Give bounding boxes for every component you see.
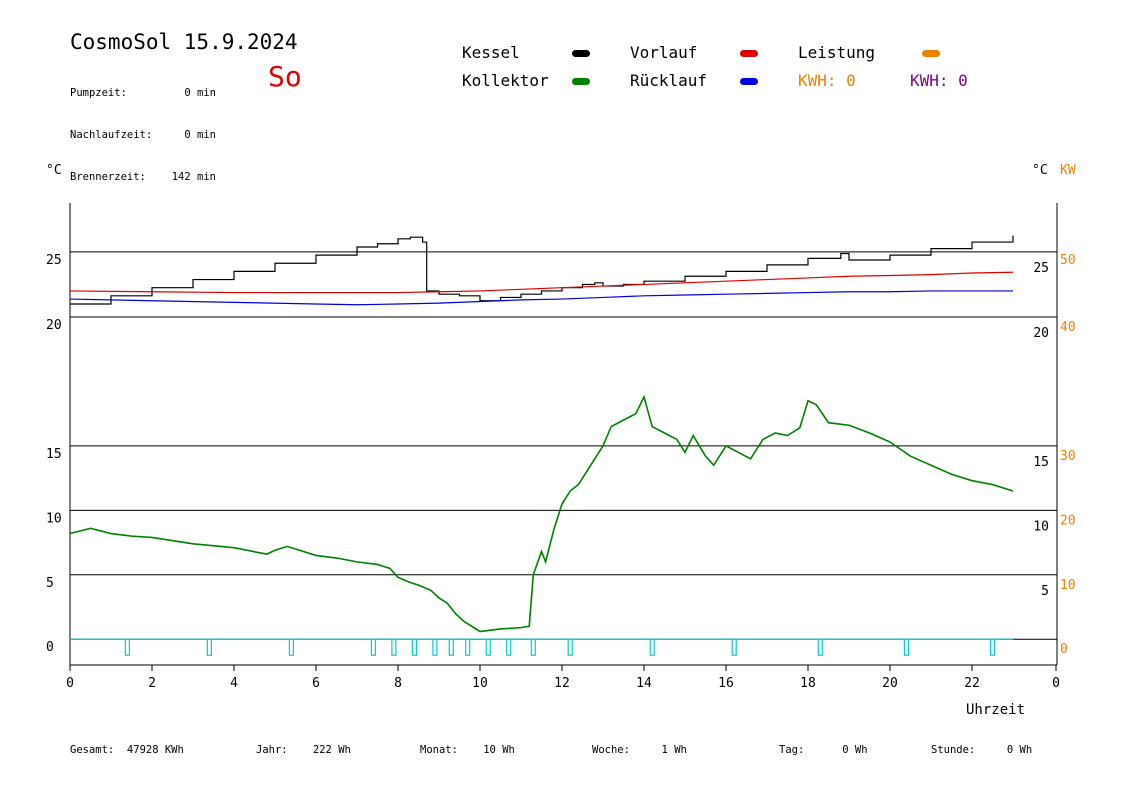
x-tick-label: 18 [800,676,816,691]
stat-nachlaufzeit: Nachlaufzeit: 0 min [70,129,216,141]
leistung-pulse [817,638,823,656]
x-tick-label: 8 [394,676,402,691]
kw-tick-label: 30 [1060,449,1076,464]
legend-ruecklauf-label: Rücklauf [630,71,708,90]
x-tick-label: 6 [312,676,320,691]
leistung-pulse [448,638,454,656]
stat-pumpzeit: Pumpzeit: 0 min [70,87,216,99]
legend-kessel-label: Kessel [462,43,520,62]
legend-kwh-orange: KWH: 0 [798,71,856,90]
right-tick-label: 10 [1033,519,1049,534]
left-tick-label: 15 [46,447,62,462]
leistung-pulse [432,638,438,656]
leistung-pulse [465,638,471,656]
x-tick-label: 16 [718,676,734,691]
x-tick-label: 12 [554,676,570,691]
kw-tick-label: 10 [1060,578,1076,593]
series-line-vorlauf [69,271,1014,294]
legend-kwh-purple: KWH: 0 [910,71,968,90]
stat-brennerzeit: Brennerzeit: 142 min [70,171,216,183]
leistung-pulse [411,638,417,656]
series-line-ruecklauf [69,290,1013,306]
x-tick-label: 14 [636,676,652,691]
legend-leistung-label: Leistung [798,43,876,62]
kw-tick-label: 50 [1060,253,1076,268]
legend-kollektor-swatch [572,78,590,85]
right-tick-label: 5 [1041,584,1049,599]
legend-leistung-swatch [922,50,940,57]
legend-kessel-swatch [572,50,590,57]
series-line-kollektor [69,394,1014,633]
x-axis-label: Uhrzeit [966,702,1025,718]
runtime-stats: Pumpzeit: 0 min Nachlaufzeit: 0 min Brenne… [70,58,216,198]
leistung-pulse [567,638,573,656]
x-tick-label: 2 [148,676,156,691]
leistung-pulse [391,638,397,656]
footer-woche: Woche: 1 Wh [592,744,687,756]
footer-jahr: Jahr: 222 Wh [256,744,351,756]
left-tick-label: 20 [46,318,62,333]
leistung-pulse [206,638,212,656]
x-tick-label: 10 [472,676,488,691]
leistung-pulse [989,638,996,656]
right-tick-label: 25 [1033,261,1049,276]
x-tick-label: 4 [230,676,238,691]
leistung-pulse [903,638,910,656]
right-tick-label: 20 [1033,326,1049,341]
legend-vorlauf-label: Vorlauf [630,43,698,62]
leistung-pulse [731,638,737,656]
leistung-pulse [124,638,131,656]
chart-title: CosmoSol 15.9.2024 [70,30,298,54]
leistung-pulse [288,638,294,656]
leistung-pulse [649,638,655,656]
x-tick-label: 0 [66,676,74,691]
left-tick-label: 10 [46,511,62,526]
left-unit-label: °C [46,163,62,178]
right-unit-label: °C [1032,163,1048,178]
kw-tick-label: 0 [1060,642,1068,657]
footer-gesamt: Gesamt: 47928 KWh [70,744,184,756]
left-tick-label: 5 [46,576,54,591]
legend-vorlauf-swatch [740,50,758,57]
x-tick-label: 0 [1052,676,1060,691]
legend-ruecklauf-swatch [740,78,758,85]
x-tick-label: 20 [882,676,898,691]
legend-kollektor-label: Kollektor [462,71,549,90]
right-kw-unit-label: KW [1060,163,1076,178]
footer-tag: Tag: 0 Wh [779,744,868,756]
left-tick-label: 25 [46,253,62,268]
x-tick-label: 22 [964,676,980,691]
kw-tick-label: 20 [1060,513,1076,528]
leistung-pulse [370,638,376,656]
leistung-pulse [506,638,512,656]
series-line-kessel [70,235,1014,305]
weekday-label: So [268,60,302,93]
leistung-pulse [530,638,536,656]
right-tick-label: 15 [1033,455,1049,470]
footer-stunde: Stunde: 0 Wh [931,744,1033,756]
footer-monat: Monat: 10 Wh [420,744,515,756]
kw-tick-label: 40 [1060,320,1076,335]
left-tick-label: 0 [46,640,54,655]
leistung-pulse [485,638,491,656]
